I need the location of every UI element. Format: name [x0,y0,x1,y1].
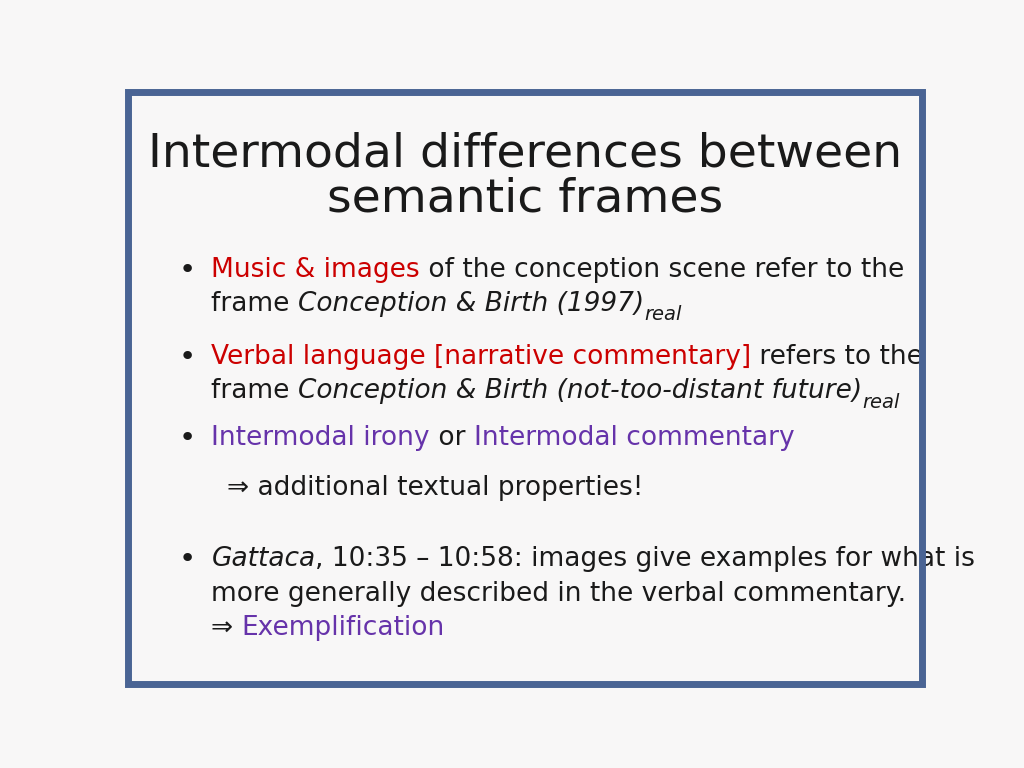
Text: ⇒: ⇒ [211,615,242,641]
Text: or: or [430,425,474,451]
Text: frame: frame [211,291,298,317]
Text: Music & images: Music & images [211,257,420,283]
Text: Intermodal differences between: Intermodal differences between [147,132,902,177]
Text: •: • [179,343,197,371]
Text: real: real [862,392,899,412]
Text: real: real [644,305,682,324]
Text: refers to the: refers to the [752,344,924,370]
Text: Gattaca: Gattaca [211,546,315,572]
Text: •: • [179,256,197,283]
Text: Intermodal commentary: Intermodal commentary [474,425,795,451]
Text: Verbal language [narrative commentary]: Verbal language [narrative commentary] [211,344,752,370]
Text: , 10:35 – 10:58: images give examples for what is: , 10:35 – 10:58: images give examples fo… [315,546,975,572]
Text: frame: frame [211,379,298,405]
Text: •: • [179,545,197,574]
Text: •: • [179,424,197,452]
Text: ⇒ additional textual properties!: ⇒ additional textual properties! [227,475,643,502]
Text: Conception & Birth (1997): Conception & Birth (1997) [298,291,644,317]
Text: Conception & Birth (not-too-distant future): Conception & Birth (not-too-distant futu… [298,379,862,405]
Text: Exemplification: Exemplification [242,615,445,641]
Text: more generally described in the verbal commentary.: more generally described in the verbal c… [211,581,906,607]
Text: Intermodal irony: Intermodal irony [211,425,430,451]
Text: of the conception scene refer to the: of the conception scene refer to the [420,257,904,283]
Text: semantic frames: semantic frames [327,176,723,221]
